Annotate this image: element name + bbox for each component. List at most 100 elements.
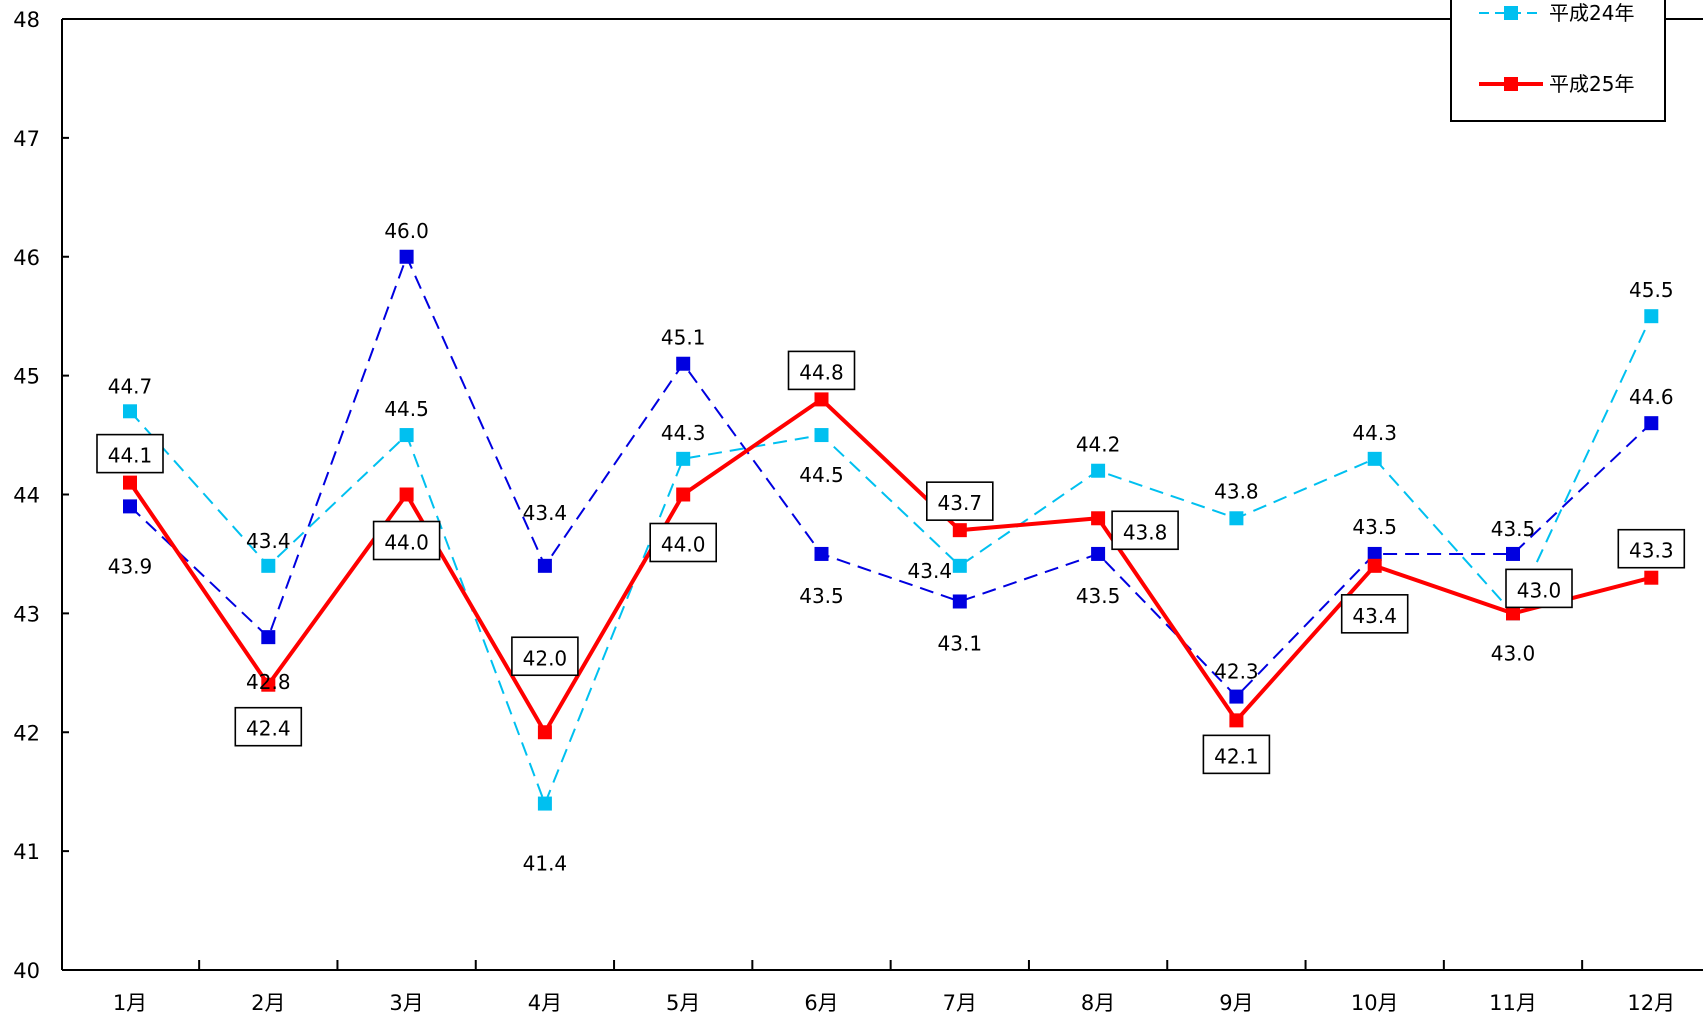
y-tick-label: 43 xyxy=(13,602,40,626)
data-label: 43.8 xyxy=(1123,520,1168,544)
y-tick-label: 40 xyxy=(13,959,40,983)
data-label: 44.0 xyxy=(661,533,706,557)
data-label: 43.5 xyxy=(799,584,844,608)
y-tick-label: 42 xyxy=(13,721,40,745)
chart-axes xyxy=(61,18,1703,971)
data-label: 42.4 xyxy=(246,717,291,741)
data-label: 42.0 xyxy=(523,646,568,670)
x-tick-label: 5月 xyxy=(666,991,700,1015)
data-label-box xyxy=(234,706,303,747)
data-point xyxy=(261,677,276,692)
data-label-box xyxy=(925,481,994,521)
data-label: 45.5 xyxy=(1629,278,1674,302)
data-label: 43.4 xyxy=(523,501,568,525)
data-label: 43.4 xyxy=(908,559,953,583)
data-point xyxy=(952,523,967,538)
data-point xyxy=(676,356,691,371)
data-point xyxy=(537,558,552,573)
data-label: 43.4 xyxy=(246,529,291,553)
data-point xyxy=(399,487,414,502)
y-tick-label: 46 xyxy=(13,246,40,270)
x-tick-label: 11月 xyxy=(1489,991,1537,1015)
data-point xyxy=(1091,463,1106,478)
data-label: 43.4 xyxy=(1352,604,1397,628)
data-label: 44.6 xyxy=(1629,385,1674,409)
legend-box xyxy=(1450,0,1666,122)
data-label-box xyxy=(1340,594,1409,634)
y-tick-label: 41 xyxy=(13,840,40,864)
data-point xyxy=(537,725,552,740)
data-point xyxy=(399,249,414,264)
data-label: 43.1 xyxy=(938,631,983,655)
data-label: 43.3 xyxy=(1629,539,1674,563)
series-line-1 xyxy=(129,315,1653,807)
x-tick-label: 12月 xyxy=(1627,991,1675,1015)
data-point xyxy=(261,630,276,645)
data-point xyxy=(123,475,137,490)
data-label: 45.1 xyxy=(661,326,706,350)
x-tick-label: 9月 xyxy=(1219,991,1253,1015)
data-label-box xyxy=(1617,528,1686,569)
series-line-0 xyxy=(129,254,1652,699)
data-label: 44.1 xyxy=(108,444,153,468)
y-tick-label: 47 xyxy=(13,127,40,151)
data-label: 43.9 xyxy=(108,554,153,578)
data-point xyxy=(1506,606,1520,621)
data-point xyxy=(123,499,137,514)
data-point xyxy=(537,796,552,811)
y-tick-label: 44 xyxy=(13,484,40,508)
data-label-box xyxy=(96,433,164,474)
data-label-box xyxy=(1505,568,1573,609)
x-tick-label: 1月 xyxy=(113,991,147,1015)
data-label: 43.5 xyxy=(1352,515,1397,539)
data-label: 42.3 xyxy=(1214,660,1259,684)
data-point xyxy=(1644,416,1659,431)
data-point xyxy=(1091,546,1106,561)
data-point xyxy=(814,392,829,407)
data-label: 43.5 xyxy=(1491,517,1536,541)
x-tick-label: 6月 xyxy=(804,991,838,1015)
chart-series xyxy=(123,249,1659,811)
data-label: 42.8 xyxy=(246,670,291,694)
data-label: 44.3 xyxy=(1352,421,1397,445)
data-label-box xyxy=(511,636,579,677)
data-label: 43.0 xyxy=(1517,578,1562,602)
data-label: 43.5 xyxy=(1076,584,1121,608)
data-label-box xyxy=(787,350,856,391)
data-label: 44.0 xyxy=(384,531,429,555)
data-point xyxy=(261,558,276,573)
data-point xyxy=(1229,511,1244,526)
data-point xyxy=(814,428,829,443)
data-label: 43.8 xyxy=(1214,479,1259,503)
data-point xyxy=(1644,309,1659,324)
legend-label: 平成24年 xyxy=(1549,1,1634,25)
data-point xyxy=(1506,546,1520,561)
data-label: 42.1 xyxy=(1214,744,1259,768)
legend-marker xyxy=(1504,77,1518,91)
series-line-2 xyxy=(128,396,1652,737)
data-label: 41.4 xyxy=(523,852,568,876)
x-tick-label: 8月 xyxy=(1081,991,1115,1015)
data-point xyxy=(952,594,967,609)
x-tick-label: 2月 xyxy=(251,991,285,1015)
data-point xyxy=(399,428,414,443)
data-point xyxy=(676,487,691,502)
data-label-box xyxy=(649,522,718,563)
data-label: 44.2 xyxy=(1076,433,1121,457)
data-label: 43.0 xyxy=(1491,641,1536,665)
data-point xyxy=(1644,570,1659,585)
data-label-box xyxy=(1202,734,1271,775)
data-point xyxy=(1091,511,1106,526)
data-label: 46.0 xyxy=(384,219,429,243)
data-label: 44.7 xyxy=(108,374,153,398)
data-point xyxy=(1367,558,1382,573)
data-point xyxy=(952,558,967,573)
x-tick-label: 7月 xyxy=(943,991,977,1015)
x-tick-label: 3月 xyxy=(389,991,423,1015)
chart-ticks: 40 41 42 43 44 45 46 47 48 1月 2月 3月 4月 5月 6月 7月 8月 9月 10月 1… xyxy=(13,8,1675,1015)
data-label: 44.5 xyxy=(384,397,429,421)
data-point xyxy=(814,546,829,561)
data-label: 44.5 xyxy=(799,463,844,487)
x-tick-label: 10月 xyxy=(1351,991,1399,1015)
